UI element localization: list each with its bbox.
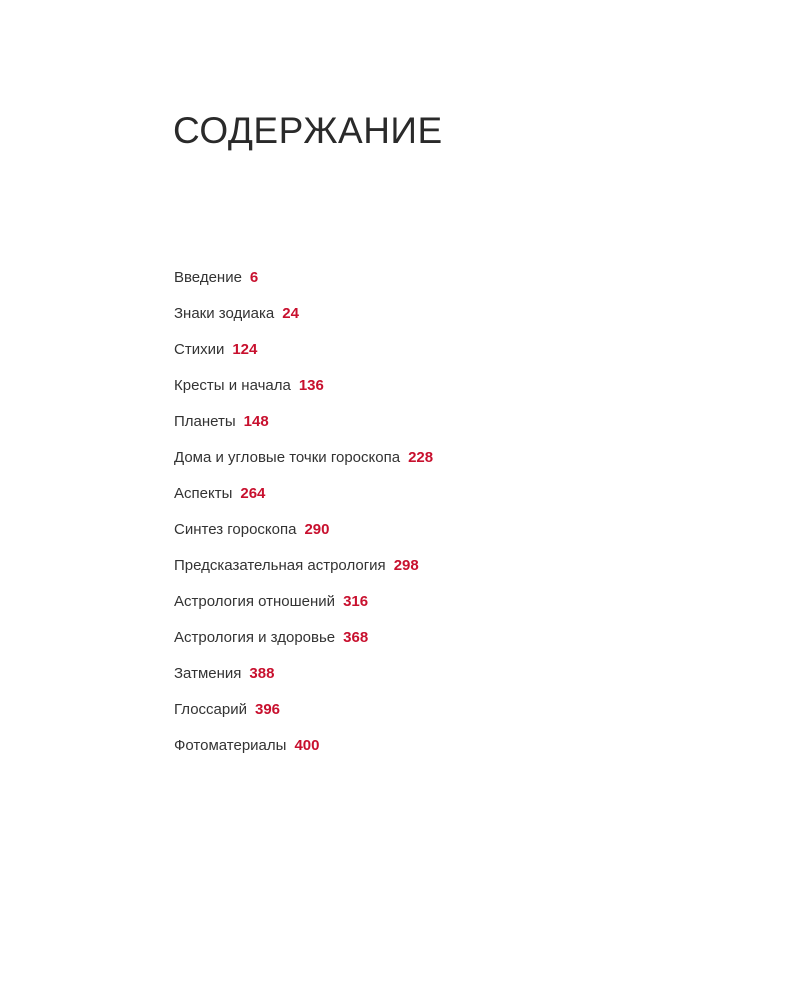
toc-entry-label: Аспекты <box>174 485 233 502</box>
toc-entry-page-number: 228 <box>408 449 434 466</box>
toc-entry: Глоссарий 396 <box>174 700 433 736</box>
toc-entry-page-number: 298 <box>393 557 419 574</box>
toc-entry: Фотоматериалы 400 <box>174 736 433 772</box>
toc-entry-label: Астрология и здоровье <box>174 629 336 646</box>
toc-entry: Астрология и здоровье 368 <box>174 628 433 664</box>
toc-entry-page-number: 264 <box>240 485 266 502</box>
toc-entry-label: Дома и угловые точки гороскопа <box>174 449 401 466</box>
toc-entry: Кресты и начала 136 <box>174 376 433 412</box>
toc-entry-page-number: 368 <box>343 629 369 646</box>
toc-entry-page-number: 136 <box>298 377 324 394</box>
toc-entry-label: Предсказательная астрология <box>174 557 386 574</box>
toc-entry-label: Планеты <box>174 413 236 430</box>
toc-entry-page-number: 6 <box>249 269 259 286</box>
toc-entry: Астрология отношений 316 <box>174 592 433 628</box>
toc-entry-label: Фотоматериалы <box>174 737 287 754</box>
toc-entry-label: Глоссарий <box>174 701 247 718</box>
toc-entry-label: Астрология отношений <box>174 593 336 610</box>
toc-entry-label: Кресты и начала <box>174 377 291 394</box>
toc-entry: Стихии 124 <box>174 340 433 376</box>
toc-entry-label: Затмения <box>174 665 242 682</box>
toc-entry-page-number: 388 <box>249 665 275 682</box>
toc-entry: Предсказательная астрология 298 <box>174 556 433 592</box>
toc-entry-label: Синтез гороскопа <box>174 521 297 538</box>
toc-entry-page-number: 148 <box>243 413 269 430</box>
toc-entry-label: Введение <box>174 269 242 286</box>
toc-entry: Аспекты 264 <box>174 484 433 520</box>
toc-entry-label: Стихии <box>174 341 225 358</box>
page-title: СОДЕРЖАНИЕ <box>173 110 443 151</box>
table-of-contents: Введение 6 Знаки зодиака 24 Стихии 124 Кресты … <box>174 268 433 772</box>
toc-entry: Введение 6 <box>174 268 433 304</box>
toc-entry-page-number: 290 <box>304 521 330 538</box>
toc-entry: Синтез гороскопа 290 <box>174 520 433 556</box>
toc-entry-page-number: 24 <box>282 305 299 322</box>
toc-entry: Планеты 148 <box>174 412 433 448</box>
toc-entry-page-number: 396 <box>255 701 281 718</box>
toc-entry-label: Знаки зодиака <box>174 305 275 322</box>
toc-entry-page-number: 124 <box>232 341 258 358</box>
toc-entry: Дома и угловые точки гороскопа 228 <box>174 448 433 484</box>
toc-entry-page-number: 400 <box>294 737 320 754</box>
toc-entry: Затмения 388 <box>174 664 433 700</box>
toc-entry: Знаки зодиака 24 <box>174 304 433 340</box>
toc-entry-page-number: 316 <box>343 593 369 610</box>
